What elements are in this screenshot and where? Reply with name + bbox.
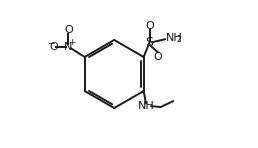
Text: −: − — [47, 38, 55, 47]
Text: N: N — [64, 42, 73, 52]
Text: +: + — [68, 38, 75, 47]
Text: 2: 2 — [176, 36, 181, 44]
Text: O: O — [145, 21, 154, 31]
Text: O: O — [49, 42, 58, 52]
Text: NH: NH — [138, 101, 155, 111]
Text: NH: NH — [166, 33, 183, 44]
Text: S: S — [146, 36, 154, 49]
Text: O: O — [153, 52, 162, 62]
Text: O: O — [64, 25, 73, 35]
